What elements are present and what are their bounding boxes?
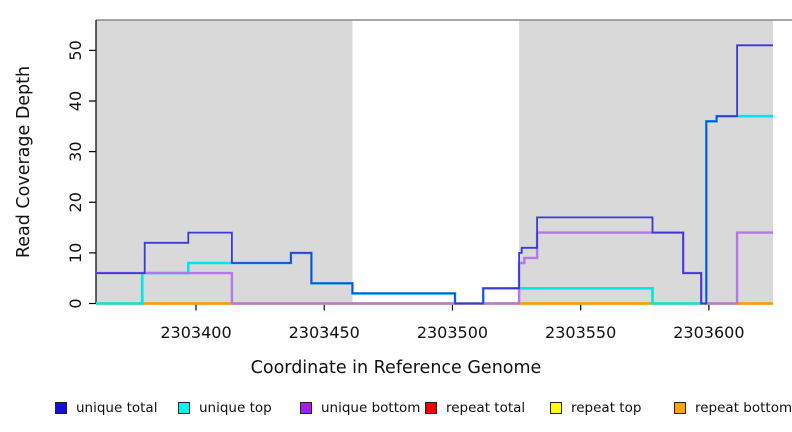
x-tick-label: 2303600	[673, 323, 744, 342]
legend-item-unique-top: unique top	[178, 400, 272, 416]
y-tick-label: 40	[66, 91, 85, 111]
repeat-bottom-swatch-icon	[674, 402, 686, 414]
legend-item-repeat-total: repeat total	[425, 400, 525, 416]
x-tick-label: 2303400	[160, 323, 231, 342]
legend-label: unique top	[199, 400, 272, 416]
legend-label: unique total	[76, 400, 158, 416]
y-tick-label: 30	[66, 141, 85, 161]
legend-item-unique-total: unique total	[55, 400, 157, 416]
repeat-top-swatch-icon	[550, 402, 562, 414]
y-tick-label: 10	[66, 243, 85, 263]
y-tick-label: 20	[66, 192, 85, 212]
legend-item-repeat-bottom: repeat bottom	[674, 400, 792, 416]
legend-item-repeat-top: repeat top	[550, 400, 641, 416]
unique-bottom-swatch-icon	[300, 402, 312, 414]
shaded-region	[519, 20, 773, 304]
x-axis-label: Coordinate in Reference Genome	[250, 358, 542, 378]
y-axis-label: Read Coverage Depth	[14, 65, 34, 259]
legend: unique total unique top unique bottom re…	[0, 400, 792, 420]
x-tick-label: 2303450	[289, 323, 360, 342]
repeat-total-swatch-icon	[425, 402, 437, 414]
legend-label: repeat total	[446, 400, 526, 416]
unique-total-swatch-icon	[55, 402, 67, 414]
x-tick-label: 2303550	[545, 323, 616, 342]
series-line-unique-total	[96, 44, 773, 305]
unique-top-swatch-icon	[178, 402, 190, 414]
legend-item-unique-bottom: unique bottom	[300, 400, 420, 416]
shaded-region	[96, 20, 353, 304]
legend-label: unique bottom	[321, 400, 421, 416]
legend-label: repeat bottom	[695, 400, 792, 416]
legend-label: repeat top	[571, 400, 642, 416]
x-tick-label: 2303500	[417, 323, 488, 342]
y-tick-label: 50	[66, 40, 85, 60]
y-tick-label: 0	[66, 298, 85, 308]
